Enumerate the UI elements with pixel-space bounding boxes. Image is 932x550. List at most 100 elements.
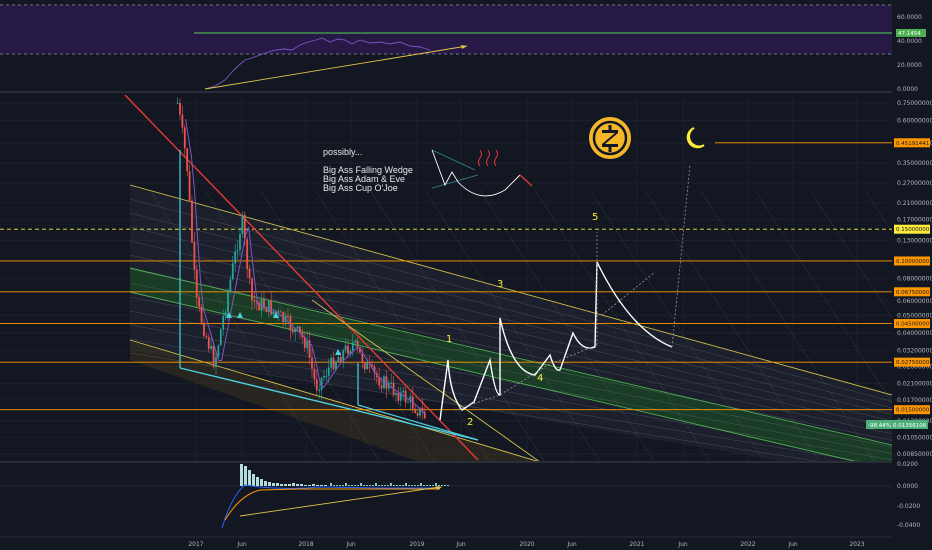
candle-body (263, 299, 265, 309)
candle-body (354, 340, 357, 343)
candle-body (411, 396, 414, 409)
macd-hist-bar (438, 485, 440, 486)
price-tick-label: 0.03200000 (897, 347, 932, 354)
candle-body (179, 102, 181, 115)
channel-diag-line (589, 189, 766, 462)
candle-body (219, 329, 222, 346)
candle-body (243, 214, 246, 240)
candle-body (265, 308, 268, 312)
macd-tick-label: -0.0400 (897, 522, 920, 529)
candle-body (416, 412, 419, 416)
level-tag (894, 357, 930, 367)
candle-body (342, 350, 345, 362)
candle-body (183, 127, 186, 149)
macd-hist-bar (363, 485, 365, 486)
candle-body (258, 302, 261, 311)
wedge-cyan-support (179, 367, 479, 441)
macd-hist-bar (411, 485, 413, 486)
macd-hist-bar (420, 483, 422, 486)
macd-hist-bar (342, 485, 344, 486)
macd-hist-bar (320, 485, 323, 486)
macd-hist-bar (417, 485, 419, 486)
candle-body (311, 357, 313, 369)
macd-hist-bar (260, 479, 263, 486)
level-tag (894, 405, 930, 415)
rsi-tick-label: 60.0000 (897, 14, 922, 21)
channel-inner-line (129, 324, 892, 461)
macd-hist-bar (387, 485, 389, 486)
macd-hist-bar (405, 483, 407, 486)
level-tag-label: 0.06750000 (896, 290, 930, 296)
channel-inner-line (129, 240, 892, 422)
candle-body (306, 340, 309, 348)
candle-body (176, 102, 179, 104)
candle-body (366, 362, 369, 370)
price-tick-label: 0.04000000 (897, 330, 932, 337)
channel-inner-line (129, 310, 892, 454)
candle-body (361, 352, 364, 363)
level-tag (894, 319, 930, 329)
macd-tick-label: 0.0000 (897, 483, 918, 490)
rsi-value-tag (896, 29, 926, 37)
macd-hist-bar (357, 485, 359, 486)
candle-body (279, 311, 282, 313)
macd-hist-bar (435, 483, 437, 486)
macd-hist-bar (390, 483, 392, 486)
rsi-value-label: 47.1454 (898, 31, 921, 37)
candle-body (227, 292, 229, 313)
macd-hist-bar (381, 485, 383, 486)
right-axis: 60.0000 40.0000 20.0000 0.0000 0.75000000 0.… (866, 0, 932, 550)
channel-diag-line (424, 189, 601, 462)
x-tick-label: Jun (787, 541, 798, 548)
macd-hist-bar (316, 485, 319, 486)
wave-label-2: 2 (467, 417, 473, 428)
macd-hist-bar (336, 485, 338, 486)
macd-hist-bar (248, 470, 251, 486)
level-tag-label: 0.01500000 (896, 408, 930, 414)
small-wedge-yellow (311, 299, 541, 462)
candle-body (193, 241, 196, 270)
candle-body (207, 337, 210, 349)
candle-body (267, 300, 270, 312)
candle-body (356, 340, 359, 348)
channel-inner-line (129, 198, 892, 402)
candle-body (385, 376, 388, 389)
rsi-trendline (204, 45, 468, 90)
macd-hist-bar (378, 485, 380, 486)
level-tag (894, 287, 930, 297)
candle-body (339, 357, 342, 362)
candle-body (347, 345, 349, 355)
x-tick-label: 2018 (298, 541, 313, 548)
channel-inner-line (129, 226, 892, 415)
level-lines (0, 142, 892, 411)
macd-hist-bar (324, 485, 327, 486)
macd-hist-bar (288, 484, 291, 486)
macd-hist-bar (393, 485, 395, 486)
candle-body (224, 312, 227, 317)
macd-hist-bar (432, 485, 434, 486)
channel-inner-line (129, 296, 892, 448)
candle-body (407, 401, 409, 403)
annotation-note: possibly... Big Ass Falling Wedge Big As… (323, 147, 413, 193)
macd-hist-bar (354, 485, 356, 486)
note-line-4: Big Ass Cup O'Joe (323, 183, 398, 193)
macd-hist-bar (429, 485, 431, 486)
macd-hist-bar (280, 484, 283, 486)
candle-body (380, 385, 383, 389)
candle-body (229, 279, 232, 293)
x-tick-label: 2020 (519, 541, 534, 548)
channel-inner-line (129, 338, 867, 462)
candle-body (222, 316, 225, 330)
candle-body (325, 375, 328, 377)
candle-body (277, 311, 280, 314)
level-tag (894, 256, 930, 266)
level-tag-label: 0.45191441 (896, 141, 929, 147)
small-wedge-cyan-bottom (357, 404, 479, 441)
level-tag (894, 224, 930, 234)
price-tick-label: 0.00850000 (897, 451, 932, 458)
candle-body (335, 361, 337, 370)
steam-icon (478, 149, 498, 167)
candle-body (387, 383, 390, 389)
candle-body (205, 335, 208, 338)
